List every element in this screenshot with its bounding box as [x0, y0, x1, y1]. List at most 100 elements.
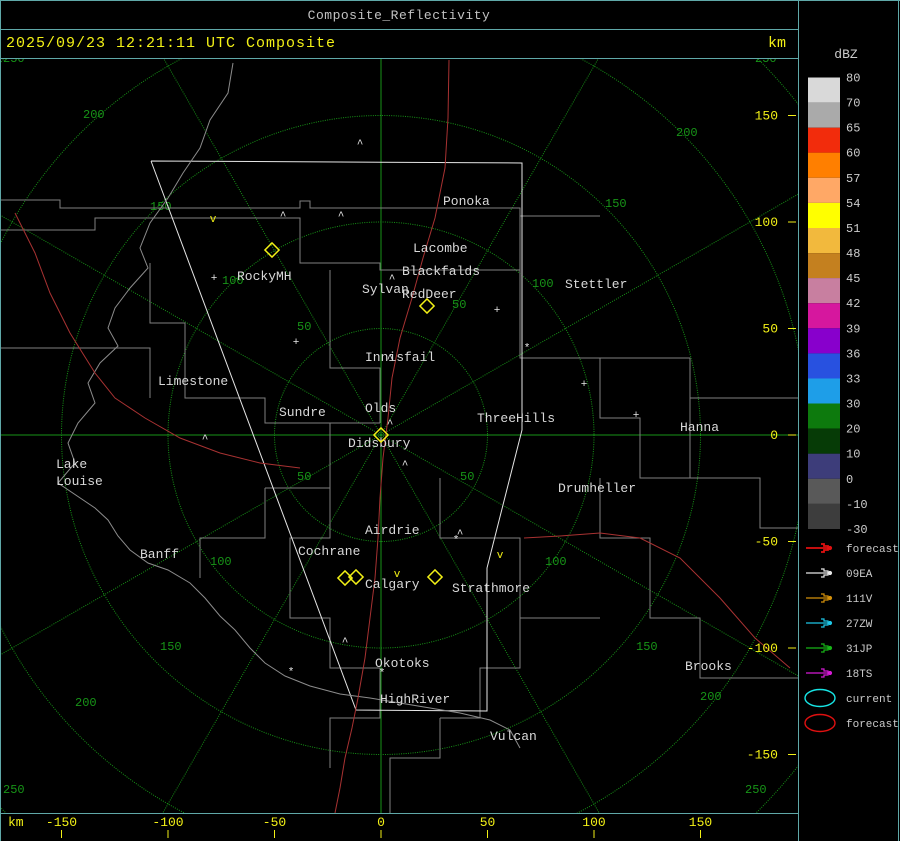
svg-text:^: ^	[402, 460, 409, 472]
svg-text:Banff: Banff	[140, 547, 179, 562]
svg-text:33: 33	[846, 372, 860, 386]
svg-text:ThreeHills: ThreeHills	[477, 411, 555, 426]
svg-text:150: 150	[755, 109, 778, 124]
svg-text:54: 54	[846, 197, 860, 211]
svg-text:250: 250	[755, 58, 777, 66]
svg-text:250: 250	[3, 58, 25, 66]
svg-text:Olds: Olds	[365, 401, 396, 416]
svg-text:current: current	[846, 694, 892, 706]
svg-text:Blackfalds: Blackfalds	[402, 264, 480, 279]
svg-text:100: 100	[532, 277, 554, 291]
svg-text:30: 30	[846, 398, 860, 412]
svg-text:-50: -50	[263, 815, 286, 830]
svg-text:v: v	[394, 569, 401, 581]
svg-text:^: ^	[357, 139, 364, 151]
svg-text:Ponoka: Ponoka	[443, 194, 490, 209]
svg-text:v: v	[210, 214, 217, 226]
svg-text:45: 45	[846, 272, 860, 286]
svg-text:^: ^	[389, 274, 396, 286]
svg-text:57: 57	[846, 172, 860, 186]
svg-text:09EA: 09EA	[846, 569, 873, 581]
svg-text:^: ^	[387, 354, 394, 366]
svg-text:200: 200	[75, 696, 97, 710]
svg-text:-150: -150	[747, 748, 778, 763]
svg-text:-30: -30	[846, 523, 868, 537]
svg-text:27ZW: 27ZW	[846, 619, 873, 631]
svg-text:-100: -100	[152, 815, 183, 830]
svg-text:0: 0	[770, 428, 778, 443]
svg-text:200: 200	[83, 108, 105, 122]
svg-text:+: +	[293, 337, 300, 349]
svg-text:80: 80	[846, 72, 860, 86]
svg-text:42: 42	[846, 297, 860, 311]
svg-text:+: +	[633, 410, 640, 422]
svg-text:50: 50	[297, 320, 311, 334]
svg-text:Hanna: Hanna	[680, 420, 719, 435]
svg-text:70: 70	[846, 97, 860, 111]
svg-text:0: 0	[377, 815, 385, 830]
svg-text:dBZ: dBZ	[834, 47, 858, 62]
svg-text:Drumheller: Drumheller	[558, 481, 636, 496]
svg-text:RockyMH: RockyMH	[237, 269, 292, 284]
svg-text:^: ^	[202, 434, 209, 446]
svg-text:200: 200	[700, 690, 722, 704]
svg-text:Lacombe: Lacombe	[413, 241, 468, 256]
svg-text:50: 50	[297, 470, 311, 484]
svg-text:150: 150	[605, 197, 627, 211]
svg-text:Innisfail: Innisfail	[365, 350, 435, 365]
svg-text:-150: -150	[46, 815, 77, 830]
svg-text:forecast: forecast	[846, 719, 899, 731]
svg-text:Calgary: Calgary	[365, 577, 420, 592]
svg-text:+: +	[581, 379, 588, 391]
svg-text:HighRiver: HighRiver	[380, 692, 450, 707]
svg-text:20: 20	[846, 423, 860, 437]
svg-text:31JP: 31JP	[846, 644, 873, 656]
svg-text:*: *	[288, 667, 295, 679]
svg-text:v: v	[497, 550, 504, 562]
svg-text:Airdrie: Airdrie	[365, 523, 420, 538]
svg-text:-10: -10	[846, 498, 868, 512]
svg-text:50: 50	[460, 470, 474, 484]
svg-text:Didsbury: Didsbury	[348, 436, 411, 451]
svg-text:*: *	[524, 343, 531, 355]
svg-text:RedDeer: RedDeer	[402, 287, 457, 302]
svg-text:150: 150	[160, 640, 182, 654]
svg-text:Sundre: Sundre	[279, 405, 326, 420]
svg-text:*: *	[453, 535, 460, 547]
svg-text:100: 100	[582, 815, 605, 830]
svg-text:250: 250	[745, 783, 767, 797]
svg-text:Strathmore: Strathmore	[452, 581, 530, 596]
svg-text:^: ^	[338, 211, 345, 223]
svg-text:-100: -100	[747, 641, 778, 656]
svg-text:0: 0	[846, 473, 853, 487]
svg-text:Cochrane: Cochrane	[298, 544, 360, 559]
svg-text:Stettler: Stettler	[565, 277, 627, 292]
svg-text:Limestone: Limestone	[158, 374, 228, 389]
svg-text:-50: -50	[755, 535, 778, 550]
svg-text:^: ^	[387, 419, 394, 431]
svg-text:^: ^	[280, 211, 287, 223]
svg-text:50: 50	[480, 815, 496, 830]
svg-text:50: 50	[762, 322, 778, 337]
svg-text:100: 100	[755, 215, 778, 230]
svg-text:36: 36	[846, 347, 860, 361]
svg-text:100: 100	[210, 555, 232, 569]
svg-text:+: +	[211, 273, 218, 285]
svg-text:39: 39	[846, 322, 860, 336]
svg-text:200: 200	[676, 126, 698, 140]
svg-text:km: km	[8, 815, 24, 830]
svg-text:60: 60	[846, 147, 860, 161]
svg-text:+: +	[494, 305, 501, 317]
svg-text:150: 150	[689, 815, 712, 830]
svg-text:48: 48	[846, 247, 860, 261]
svg-text:10: 10	[846, 448, 860, 462]
svg-text:*: *	[379, 668, 386, 680]
svg-text:111V: 111V	[846, 594, 873, 606]
svg-text:18TS: 18TS	[846, 669, 873, 681]
svg-text:Lake: Lake	[56, 457, 87, 472]
svg-text:100: 100	[545, 555, 567, 569]
svg-text:forecast: forecast	[846, 544, 899, 556]
svg-text:250: 250	[3, 783, 25, 797]
svg-text:Brooks: Brooks	[685, 659, 732, 674]
svg-text:65: 65	[846, 122, 860, 136]
